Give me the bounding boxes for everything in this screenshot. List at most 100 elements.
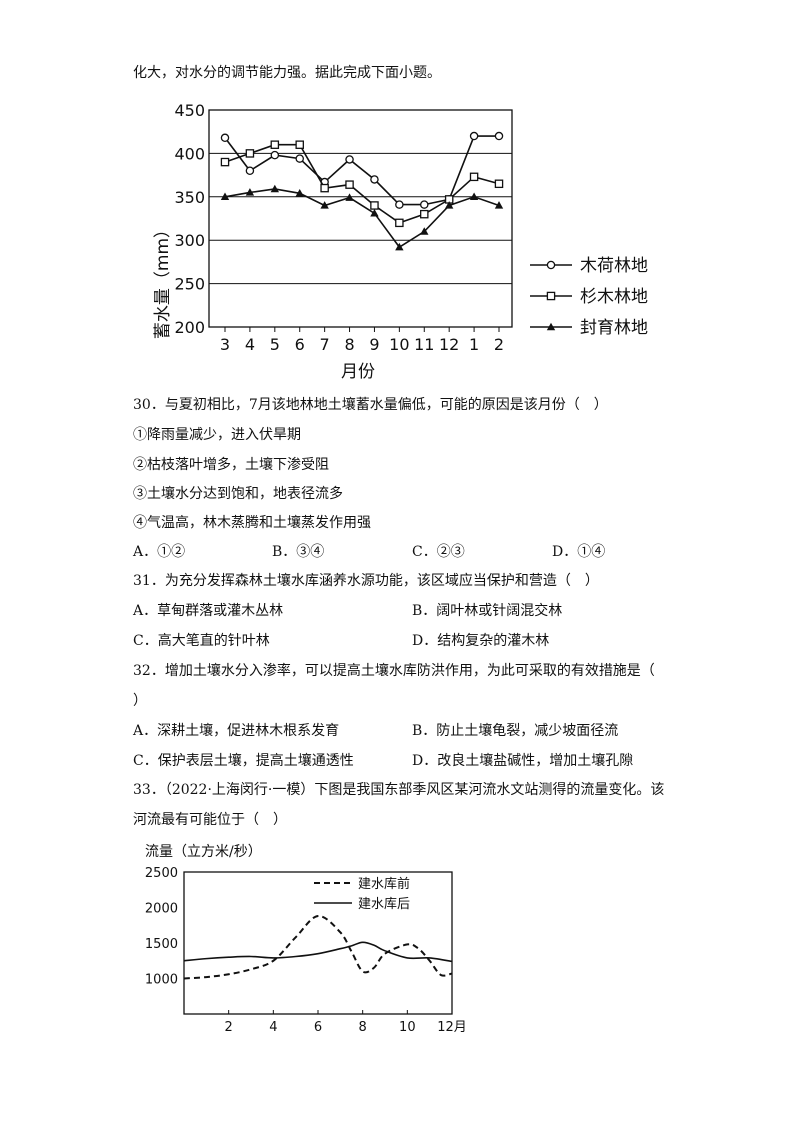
- chart1-data-point: [220, 133, 230, 143]
- chart2-xtick-label: 4: [269, 1020, 277, 1035]
- chart1-xtick-label: 6: [295, 335, 305, 354]
- chart2-ytick-label: 1500: [145, 937, 178, 952]
- chart1-legend-marker: [546, 322, 556, 331]
- chart1-ytick-label: 400: [174, 144, 205, 163]
- chart1-data-point: [295, 189, 304, 197]
- chart2-ytick-label: 2000: [145, 902, 178, 917]
- chart1-data-point: [345, 180, 354, 189]
- q31-option-b: B．阔叶林或针阔混交林: [412, 603, 563, 619]
- chart1-xtick-label: 3: [220, 335, 230, 354]
- q32-option-a: A．深耕土壤，促进林木根系发育: [133, 723, 340, 739]
- chart1-data-point: [220, 157, 230, 167]
- chart2-legend-label: 建水库前: [358, 876, 410, 892]
- chart1-data-point: [370, 201, 379, 210]
- chart2-ylabel: 流量（立方米/秒）: [145, 844, 262, 860]
- chart1-data-point: [245, 188, 255, 196]
- chart2-series-line: [183, 941, 453, 963]
- chart1-data-point: [345, 155, 354, 164]
- q30-option-b: B．③④: [272, 544, 325, 560]
- q30-item-4: ④气温高，林木蒸腾和土壤蒸发作用强: [133, 515, 371, 531]
- chart2-xtick-label: 2: [225, 1020, 233, 1035]
- chart2-frame: [183, 871, 453, 1015]
- chart1-xtick-label: 9: [369, 335, 379, 354]
- q31-option-c: C．高大笔直的针叶林: [133, 633, 270, 649]
- q30-option-d: D．①④: [552, 544, 606, 560]
- chart1-data-point: [370, 208, 379, 217]
- chart1-data-point: [395, 200, 404, 209]
- q32-option-b: B．防止土壤龟裂，减少坡面径流: [412, 723, 619, 739]
- q31-option-d: D．结构复杂的灌木林: [412, 633, 550, 649]
- chart2-ytick-label: 2500: [145, 866, 178, 881]
- chart1-data-point: [270, 140, 280, 149]
- chart1-legend-marker: [546, 260, 556, 270]
- chart1-data-point: [494, 201, 504, 209]
- chart1-data-point: [469, 131, 479, 141]
- chart1-xtick-label: 4: [245, 335, 255, 354]
- chart2-xtick-label: 8: [359, 1020, 367, 1035]
- q30-item-2: ②枯枝落叶增多，土壤下渗受阻: [133, 457, 329, 473]
- q31-option-a: A．草甸群落或灌木丛林: [133, 603, 284, 619]
- chart1-xtick-label: 12: [439, 335, 459, 354]
- q30-item-3: ③土壤水分达到饱和，地表径流多: [133, 486, 343, 502]
- intro-text: 化大，对水分的调节能力强。据此完成下面小题。: [133, 65, 441, 81]
- chart1-data-point: [270, 184, 280, 193]
- chart1-data-point: [494, 131, 504, 141]
- chart1-ytick-label: 200: [174, 318, 205, 337]
- chart1-data-point: [469, 192, 479, 200]
- chart1-data-point: [220, 192, 230, 200]
- chart1-data-point: [320, 183, 329, 193]
- chart1-series-line: [224, 135, 499, 206]
- chart2-xtick-label: 10: [399, 1020, 416, 1035]
- chart1-data-point: [245, 166, 255, 176]
- chart1-ytick-label: 250: [174, 275, 205, 294]
- chart1-series-line: [224, 188, 500, 249]
- chart1-xtick-label: 1: [469, 335, 479, 354]
- q30-stem: 30．与夏初相比，7月该地林地土壤蓄水量偏低，可能的原因是该月份（ ）: [133, 397, 608, 413]
- q32-option-c: C．保护表层土壤，提高土壤通透性: [133, 753, 354, 769]
- chart1-series-line: [224, 143, 500, 224]
- chart1-xlabel: 月份: [341, 362, 375, 382]
- chart1-legend-label: 封育林地: [580, 318, 648, 338]
- chart1-ytick-label: 450: [174, 101, 205, 120]
- chart2-xtick-label: 12月: [437, 1020, 467, 1035]
- chart1-xtick-label: 11: [414, 335, 434, 354]
- chart1-ytick-label: 350: [174, 188, 205, 207]
- q33-stem-line1: 33．（2022·上海闵行·一模）下图是我国东部季风区某河流水文站测得的流量变化…: [133, 782, 665, 798]
- chart2-series-line: [183, 915, 453, 980]
- q30-option-c: C．②③: [412, 544, 465, 560]
- chart1-legend-marker: [546, 291, 556, 301]
- chart1-ytick-label: 300: [174, 231, 205, 250]
- chart2-ytick-label: 1000: [145, 973, 178, 988]
- chart1-data-point: [295, 140, 304, 149]
- q32-stem-line1: 32．增加土壤水分入渗率，可以提高土壤水库防洪作用，为此可采取的有效措施是（: [133, 663, 655, 679]
- chart2-xtick-label: 6: [314, 1020, 322, 1035]
- q32-stem-line2: ）: [133, 693, 147, 709]
- chart1-data-point: [444, 201, 454, 209]
- chart1-data-point: [370, 175, 379, 184]
- q30-option-a: A．①②: [133, 544, 186, 560]
- q32-option-d: D．改良土壤盐碱性，增加土壤孔隙: [412, 753, 634, 769]
- chart1-data-point: [420, 227, 429, 235]
- q30-item-1: ①降雨量减少，进入伏旱期: [133, 427, 301, 443]
- chart1-data-point: [420, 209, 429, 219]
- chart1-data-point: [494, 179, 504, 189]
- chart1-xtick-label: 7: [320, 335, 330, 354]
- chart1-data-point: [245, 149, 255, 158]
- chart1-xtick-label: 5: [270, 335, 280, 354]
- chart1-data-point: [295, 154, 304, 163]
- chart1-data-point: [469, 172, 479, 182]
- q33-stem-line2: 河流最有可能位于（ ）: [133, 812, 287, 828]
- chart1-legend-label: 木荷林地: [580, 256, 648, 276]
- chart1-data-point: [345, 193, 354, 201]
- chart1-ylabel: 蓄水量（mm）: [153, 221, 173, 339]
- chart1-xtick-label: 2: [494, 335, 504, 354]
- chart2-legend-label: 建水库后: [358, 896, 410, 912]
- chart1-data-point: [395, 218, 404, 228]
- chart1-xtick-label: 10: [389, 335, 409, 354]
- chart1-data-point: [270, 150, 280, 160]
- chart1-legend-label: 杉木林地: [580, 287, 648, 307]
- chart1-data-point: [395, 242, 404, 251]
- chart1-data-point: [320, 201, 329, 209]
- chart1-data-point: [420, 200, 429, 209]
